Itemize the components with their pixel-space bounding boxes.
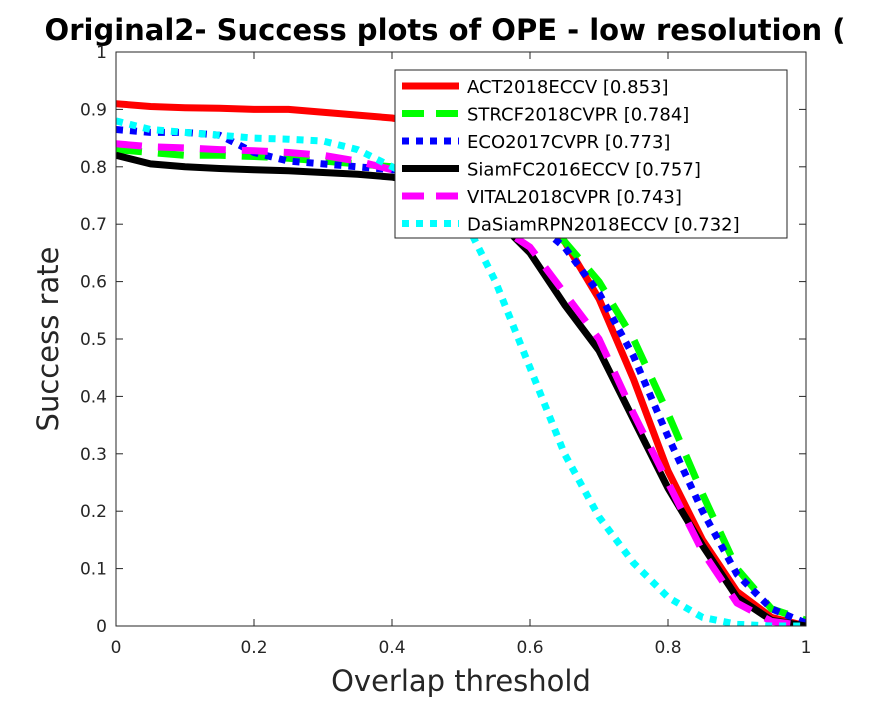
y-tick-label: 0	[96, 617, 107, 637]
y-tick-label: 0.3	[80, 445, 107, 465]
legend-label-3: SiamFC2016ECCV [0.757]	[467, 160, 701, 181]
y-tick-label: 0.8	[80, 158, 107, 178]
legend-label-5: DaSiamRPN2018ECCV [0.732]	[467, 215, 740, 236]
x-tick-label: 0	[111, 638, 122, 658]
x-tick-label: 0.6	[516, 638, 543, 658]
y-axis-label: Success rate	[31, 247, 65, 432]
y-tick-label: 0.7	[80, 215, 107, 235]
y-tick-label: 1	[96, 43, 107, 63]
y-tick-label: 0.4	[80, 387, 107, 407]
y-tick-label: 0.1	[80, 560, 107, 580]
legend-label-4: VITAL2018CVPR [0.743]	[467, 187, 682, 208]
legend-label-1: STRCF2018CVPR [0.784]	[467, 105, 689, 126]
legend: ACT2018ECCV [0.853] STRCF2018CVPR [0.784]…	[394, 69, 788, 239]
y-tick-label: 0.9	[80, 100, 107, 120]
y-tick-label: 0.5	[80, 330, 107, 350]
legend-label-2: ECO2017CVPR [0.773]	[467, 132, 670, 153]
y-tick-label: 0.6	[80, 273, 107, 293]
x-tick-label: 0.4	[378, 638, 405, 658]
x-tick-label: 0.8	[654, 638, 681, 658]
chart-title: Original2- Success plots of OPE - low re…	[45, 13, 846, 47]
axis-ticks: 0 0.2 0.4 0.6 0.8 1 0 0.1 0.2 0.3 0.4 0.5 0.6 0.7 0.8 0…	[80, 43, 811, 658]
x-axis-label: Overlap threshold	[331, 664, 591, 698]
legend-label-0: ACT2018ECCV [0.853]	[467, 77, 669, 98]
y-tick-label: 0.2	[80, 502, 107, 522]
x-tick-label: 1	[801, 638, 812, 658]
x-tick-label: 0.2	[240, 638, 267, 658]
legend-box	[394, 69, 788, 239]
